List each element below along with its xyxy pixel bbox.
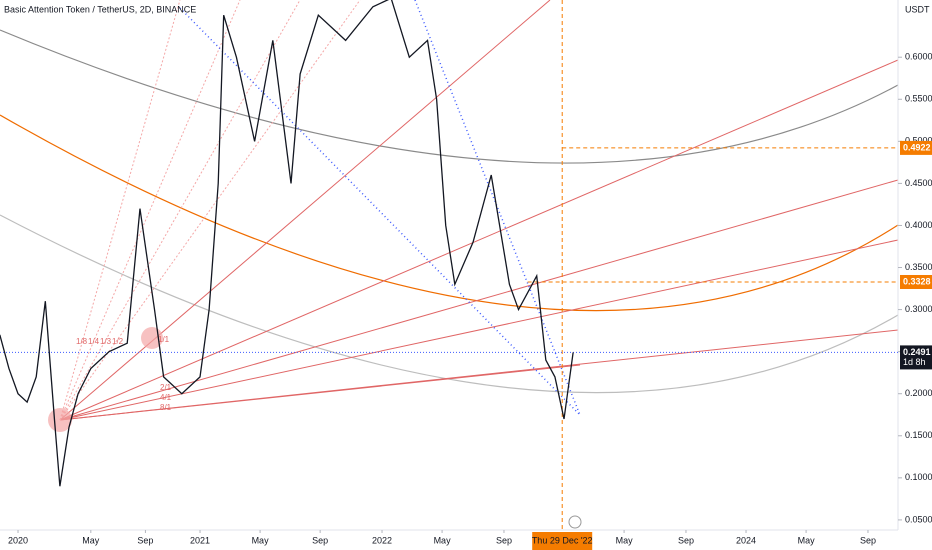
y-tick-label: 0.6000 xyxy=(905,52,932,62)
y-tick-label: 0.3000 xyxy=(905,304,932,314)
axis-unit: USDT xyxy=(905,4,930,14)
price-box xyxy=(900,140,932,155)
fan-line xyxy=(59,364,581,421)
y-tick-label: 0.2000 xyxy=(905,388,932,398)
x-tick-label: May xyxy=(798,535,816,545)
crosshair-label-box xyxy=(532,532,593,550)
fan-label: 2/1 xyxy=(160,383,172,392)
fan-line xyxy=(59,0,551,421)
y-tick-label: 0.1000 xyxy=(905,472,932,482)
fan-line xyxy=(59,239,899,421)
x-tick-label: Sep xyxy=(312,535,328,545)
fan-label: 1/4 xyxy=(88,337,100,346)
price-line xyxy=(0,0,574,487)
fan-label: 8/1 xyxy=(160,403,172,412)
gray-arc xyxy=(0,29,899,164)
y-tick-label: 0.3500 xyxy=(905,262,932,272)
y-tick-label: 0.1500 xyxy=(905,430,932,440)
drawings xyxy=(0,0,899,529)
fan-label: 1/2 xyxy=(112,337,124,346)
fan-label: 1/1 xyxy=(158,335,170,344)
price-box xyxy=(900,274,932,289)
fan-label: 1/8 xyxy=(76,337,88,346)
countdown: 1d 8h xyxy=(903,357,926,367)
alert-icon xyxy=(568,515,582,529)
x-tick-label: May xyxy=(82,535,100,545)
trend-line xyxy=(414,0,581,416)
x-tick-label: 2021 xyxy=(190,535,210,545)
fan-label: 4/1 xyxy=(160,393,172,402)
crosshair-label: Thu 29 Dec '22 xyxy=(532,535,593,545)
price-label: 0.3328 xyxy=(903,276,931,286)
x-tick-label: Sep xyxy=(137,535,153,545)
x-tick-label: May xyxy=(616,535,634,545)
x-tick-label: May xyxy=(434,535,452,545)
chart-title: Basic Attention Token / TetherUS, 2D, BI… xyxy=(4,4,196,14)
x-tick-label: 2020 xyxy=(8,535,28,545)
price-box xyxy=(900,345,932,370)
light-arc xyxy=(0,214,899,394)
y-tick-label: 0.5000 xyxy=(905,136,932,146)
y-tick-label: 0.4500 xyxy=(905,178,932,188)
orange-arc xyxy=(0,114,899,312)
x-tick-label: Sep xyxy=(860,535,876,545)
x-tick-label: 2024 xyxy=(736,535,756,545)
y-tick-label: 0.0500 xyxy=(905,514,932,524)
x-tick-label: 2022 xyxy=(372,535,392,545)
x-tick-label: Sep xyxy=(678,535,694,545)
fan-label: 1/3 xyxy=(100,337,112,346)
price-label: 0.2491 xyxy=(903,347,931,357)
fan-line xyxy=(59,59,899,421)
fan-line xyxy=(59,179,899,421)
fan-line xyxy=(59,0,241,421)
y-tick-label: 0.5500 xyxy=(905,94,932,104)
fan-line xyxy=(59,0,301,421)
price-label: 0.4922 xyxy=(903,142,931,152)
x-tick-label: May xyxy=(252,535,270,545)
x-tick-label: Sep xyxy=(496,535,512,545)
fan-line xyxy=(59,0,181,421)
y-tick-label: 0.4000 xyxy=(905,220,932,230)
